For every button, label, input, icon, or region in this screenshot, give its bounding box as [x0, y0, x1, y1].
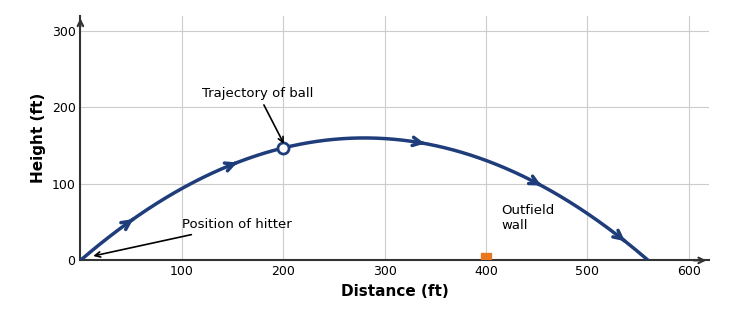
Text: Position of hitter: Position of hitter: [95, 218, 292, 257]
Text: Trajectory of ball: Trajectory of ball: [202, 87, 314, 142]
Text: Outfield
wall: Outfield wall: [501, 204, 554, 232]
Bar: [481, 253, 491, 260]
Y-axis label: Height (ft): Height (ft): [31, 93, 46, 183]
X-axis label: Distance (ft): Distance (ft): [341, 284, 449, 299]
